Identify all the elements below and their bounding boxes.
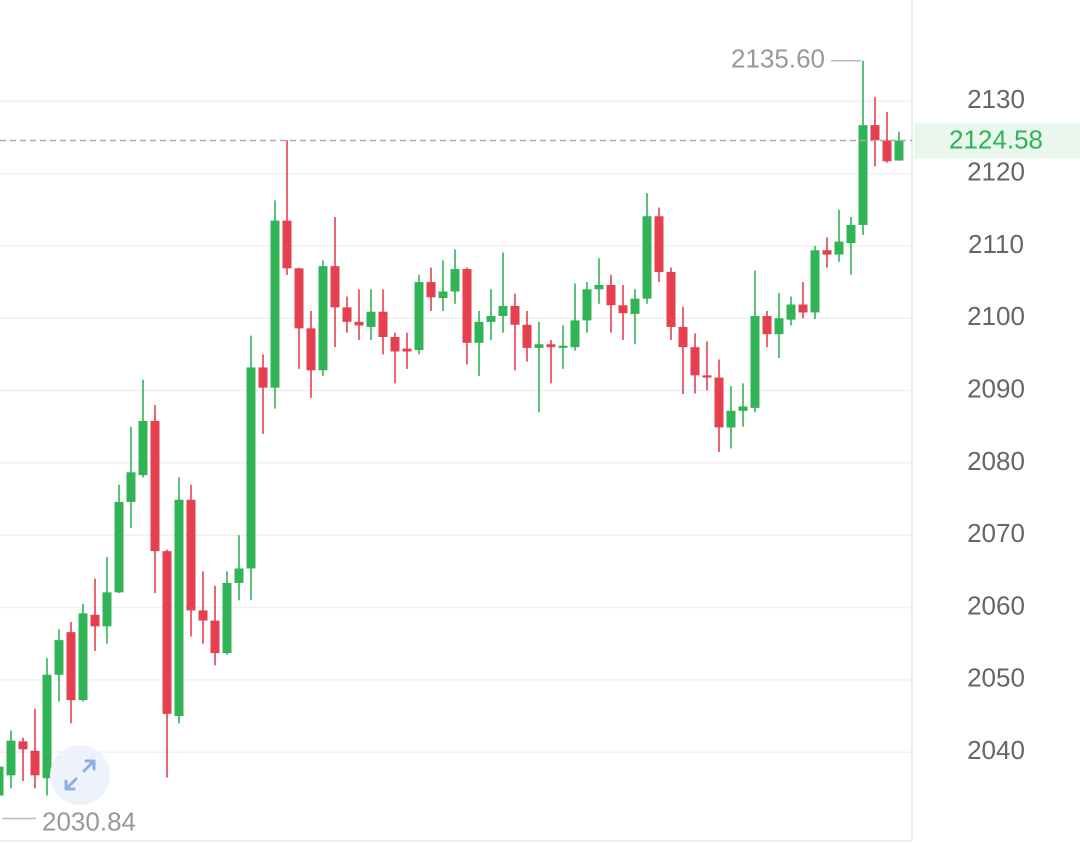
y-tick-label: 2110 xyxy=(968,229,1024,259)
candle-body xyxy=(786,304,796,320)
candle-body xyxy=(726,410,736,428)
candle-body xyxy=(6,740,16,776)
candle-body xyxy=(282,220,292,269)
candle-body xyxy=(0,766,4,796)
candle-body xyxy=(642,216,652,299)
candle-body xyxy=(330,266,340,308)
candle-body xyxy=(390,337,400,352)
y-tick-label: 2070 xyxy=(967,518,1025,548)
candle-body xyxy=(138,420,148,476)
expand-button[interactable] xyxy=(50,745,110,805)
candle-body xyxy=(498,305,508,317)
candle-body xyxy=(894,140,904,161)
candle-body xyxy=(174,499,184,717)
candle-body xyxy=(342,307,352,322)
candle-body xyxy=(654,216,664,272)
candle-body xyxy=(510,305,520,325)
candle-body xyxy=(78,613,88,701)
candle-body xyxy=(222,582,232,654)
candle-body xyxy=(702,375,712,378)
candle-body xyxy=(822,250,832,255)
candle-body xyxy=(858,125,868,225)
candle-body xyxy=(66,632,76,701)
candle-body xyxy=(126,472,136,502)
candle-body xyxy=(318,266,328,371)
candle-body xyxy=(774,318,784,335)
candle-body xyxy=(690,347,700,376)
candle-body xyxy=(30,750,40,776)
candle-body xyxy=(18,741,28,750)
candle-body xyxy=(102,592,112,627)
y-tick-label: 2050 xyxy=(967,663,1025,693)
candle-body xyxy=(882,140,892,162)
candle-body xyxy=(294,268,304,329)
candle-body xyxy=(354,321,364,326)
candle-body xyxy=(762,316,772,335)
candle-body xyxy=(306,328,316,371)
candle-body xyxy=(426,282,436,298)
candle-body xyxy=(150,420,160,552)
candle-body xyxy=(246,367,256,569)
min-label: 2030.84 xyxy=(42,806,136,836)
candle-body xyxy=(90,614,100,627)
candle-body xyxy=(570,320,580,348)
candle-body xyxy=(378,311,388,338)
y-tick-label: 2120 xyxy=(967,156,1025,186)
candle-body xyxy=(810,250,820,313)
y-tick-label: 2040 xyxy=(967,735,1025,765)
candle-body xyxy=(558,345,568,348)
candle-body xyxy=(234,568,244,583)
candle-body xyxy=(798,304,808,313)
candle-body xyxy=(450,269,460,292)
candle-body xyxy=(270,220,280,388)
y-tick-label: 2130 xyxy=(967,84,1025,114)
expand-icon[interactable] xyxy=(64,759,96,791)
candle-body xyxy=(606,284,616,306)
candle-body xyxy=(414,282,424,351)
candle-body xyxy=(630,298,640,314)
candle-body xyxy=(54,640,64,675)
candle-body xyxy=(186,499,196,611)
y-tick-label: 2060 xyxy=(967,590,1025,620)
candle-body xyxy=(162,551,172,714)
candle-body xyxy=(474,321,484,343)
candle-body xyxy=(582,289,592,321)
candle-body xyxy=(114,501,124,593)
candle-body xyxy=(522,324,532,348)
candle-body xyxy=(618,305,628,314)
candle-body xyxy=(366,311,376,327)
candle-body xyxy=(750,316,760,408)
candle-body xyxy=(486,316,496,322)
candle-body xyxy=(714,377,724,428)
candle-body xyxy=(534,344,544,348)
last-price-box xyxy=(914,122,1080,159)
candle-body xyxy=(834,241,844,255)
candle-body xyxy=(258,367,268,388)
candle-body xyxy=(870,125,880,141)
candle-body xyxy=(666,271,676,327)
candle-body xyxy=(678,326,688,348)
candle-body xyxy=(402,348,412,352)
candle-body xyxy=(594,284,604,290)
candle-body xyxy=(198,610,208,621)
max-label: 2135.60 xyxy=(731,44,825,74)
candle-body xyxy=(210,620,220,654)
last-price-label: 2124.58 xyxy=(949,124,1043,154)
candle-body xyxy=(42,674,52,779)
candle-body xyxy=(438,291,448,298)
candle-body xyxy=(738,406,748,411)
candle-body xyxy=(846,224,856,244)
y-tick-label: 2080 xyxy=(967,446,1025,476)
y-tick-label: 2100 xyxy=(967,301,1025,331)
candle-body xyxy=(462,269,472,343)
y-tick-label: 2090 xyxy=(967,373,1025,403)
expand-button-bg[interactable] xyxy=(50,745,110,805)
candle-body xyxy=(546,344,556,348)
